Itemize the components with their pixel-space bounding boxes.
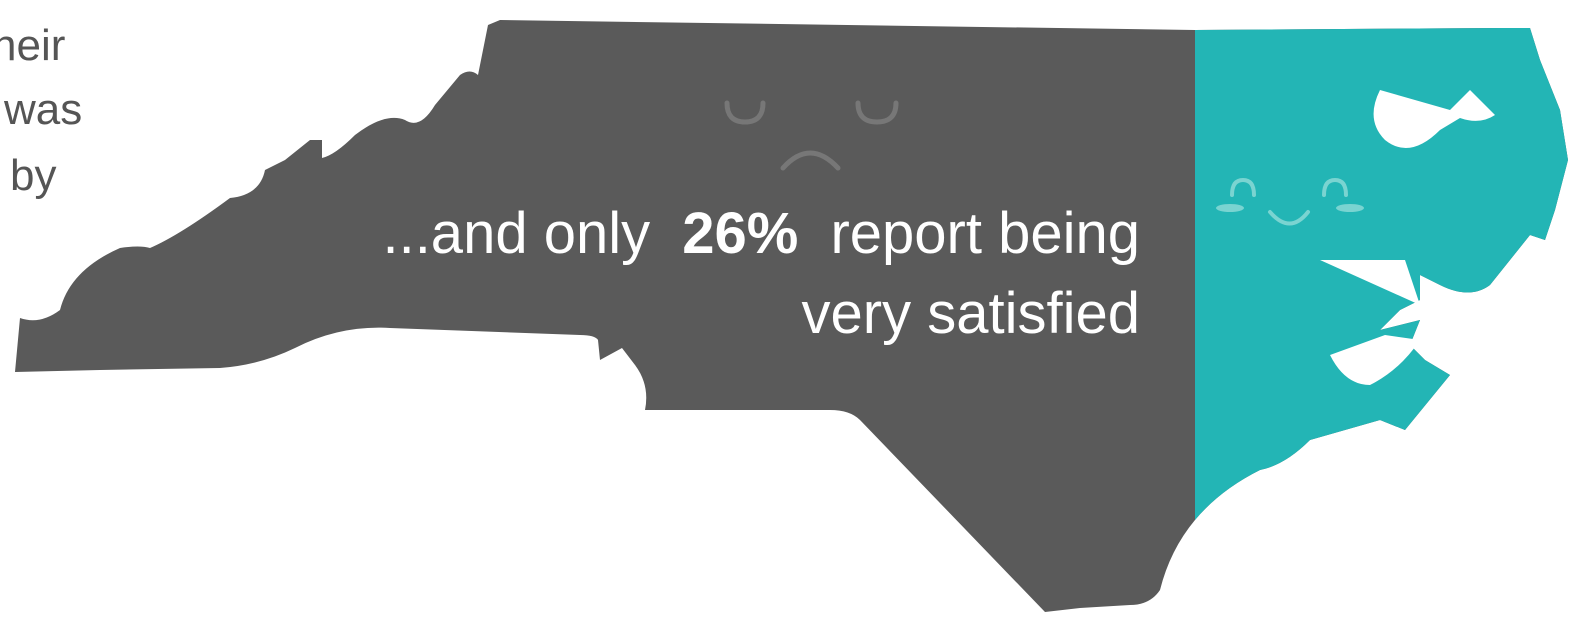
callout-text: report being [830,201,1140,266]
cheek [1336,204,1364,212]
callout-line: very satisfied [802,281,1140,346]
callout-line: ...and only 26% report being [382,201,1140,266]
coast-cutouts [1320,90,1495,385]
left-text-line: was [3,85,82,134]
sad-face [724,100,899,171]
happy-face [1230,177,1348,226]
callout-text: ...and only [382,201,650,266]
cheek [1216,204,1244,212]
callout-highlight: 26% [682,201,798,266]
left-text-line: heir [0,21,65,70]
left-text-line: by [10,151,56,200]
